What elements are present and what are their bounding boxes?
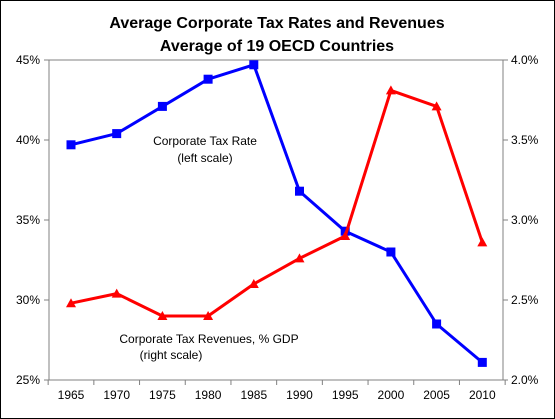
x-tick-label: 2005 xyxy=(423,388,450,402)
data-point-triangle xyxy=(477,237,488,247)
data-point-triangle xyxy=(203,311,214,320)
x-tick-label: 2000 xyxy=(378,388,405,402)
right-tick-label: 4.0% xyxy=(511,53,539,67)
data-point-square xyxy=(203,74,213,84)
x-tick-label: 1980 xyxy=(195,388,222,402)
right-tick-label: 2.0% xyxy=(511,373,539,387)
data-point-triangle xyxy=(431,101,442,111)
series-line xyxy=(70,63,484,364)
left-tick-label: 45% xyxy=(16,53,40,67)
data-point-triangle xyxy=(340,231,351,240)
series-tax-revenues xyxy=(66,85,488,320)
x-tick-label: 1990 xyxy=(286,388,313,402)
chart-subtitle: Average of 19 OECD Countries xyxy=(160,38,394,55)
data-point-square xyxy=(66,140,76,150)
x-axis: 1965 1970 1975 1980 1985 1990 1995 2000 2005 2010 xyxy=(47,380,506,402)
data-point-square xyxy=(432,319,442,329)
series-layer xyxy=(66,60,488,367)
data-point-square xyxy=(112,129,122,139)
data-point-square xyxy=(477,357,487,367)
annotation-tax-rate-line1: Corporate Tax Rate xyxy=(153,134,257,148)
right-axis: 2.0% 2.5% 3.0% 3.5% 4.0% xyxy=(503,53,539,387)
data-point-triangle xyxy=(111,288,122,298)
left-axis: 25% 30% 35% 40% 45% xyxy=(16,53,49,387)
plot-border xyxy=(48,59,504,381)
data-point-square xyxy=(386,247,396,257)
data-point-triangle xyxy=(248,279,259,288)
x-tick-label: 1965 xyxy=(58,388,85,402)
data-point-triangle xyxy=(294,253,305,263)
plot-area xyxy=(48,59,504,381)
chart-title: Average Corporate Tax Rates and Revenues xyxy=(109,15,444,32)
data-point-triangle xyxy=(385,85,396,95)
right-tick-label: 3.0% xyxy=(511,213,539,227)
data-point-triangle xyxy=(66,298,76,308)
data-point-triangle xyxy=(157,311,168,320)
right-tick-label: 2.5% xyxy=(511,293,539,307)
left-tick-label: 35% xyxy=(16,213,40,227)
x-tick-label: 1985 xyxy=(240,388,267,402)
annotation-tax-rate-line2: (left scale) xyxy=(177,151,232,165)
data-point-square xyxy=(249,60,259,70)
left-tick-label: 30% xyxy=(16,293,40,307)
x-tick-label: 1975 xyxy=(149,388,176,402)
data-point-square xyxy=(295,186,304,196)
annotation-tax-revenues-line2: (right scale) xyxy=(140,348,203,362)
data-point-square xyxy=(157,101,167,111)
series-line xyxy=(70,88,484,318)
right-tick-label: 3.5% xyxy=(511,133,539,147)
left-tick-label: 40% xyxy=(16,133,40,147)
left-tick-label: 25% xyxy=(16,373,40,387)
x-tick-label: 1970 xyxy=(103,388,130,402)
x-tick-label: 2010 xyxy=(469,388,496,402)
annotation-tax-revenues-line1: Corporate Tax Revenues, % GDP xyxy=(119,332,298,346)
x-tick-label: 1995 xyxy=(332,388,359,402)
